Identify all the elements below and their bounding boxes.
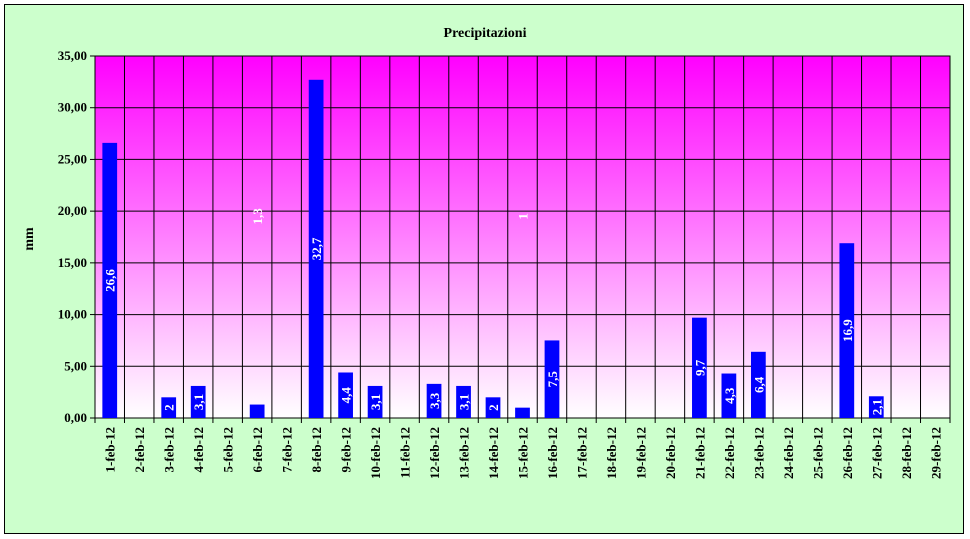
x-tick-label: 15-feb-12 — [516, 427, 531, 479]
x-tick-label: 3-feb-12 — [162, 427, 177, 473]
bar-16-feb-12 — [544, 340, 560, 418]
x-tick-label: 28-feb-12 — [899, 427, 914, 479]
bar-27-feb-12 — [868, 396, 884, 418]
data-label-21-feb-12: 9,7 — [692, 359, 707, 376]
x-tick-label: 9-feb-12 — [339, 427, 354, 473]
x-tick-label: 11-feb-12 — [398, 427, 413, 478]
plot-area — [95, 56, 950, 418]
data-label-22-feb-12: 4,3 — [722, 387, 737, 404]
data-label-23-feb-12: 6,4 — [751, 376, 766, 393]
bar-12-feb-12 — [426, 383, 442, 418]
bar-4-feb-12 — [190, 385, 206, 418]
bar-13-feb-12 — [456, 385, 471, 418]
x-tick-label: 10-feb-12 — [368, 427, 383, 479]
bar-8-feb-12 — [308, 79, 324, 418]
y-tick-label: 10,00 — [58, 307, 87, 322]
bar-21-feb-12 — [692, 317, 707, 418]
x-tick-label: 18-feb-12 — [604, 427, 619, 479]
y-axis-ticks: 0,00 5,00 10,00 15,00 20,00 25,00 30,00 35,00 — [58, 48, 95, 425]
bar-6-feb-12 — [249, 404, 265, 418]
y-tick-label: 20,00 — [58, 203, 87, 218]
bar-26-feb-12 — [839, 243, 855, 418]
x-tick-label: 1-feb-12 — [103, 427, 118, 473]
x-tick-label: 13-feb-12 — [457, 427, 472, 479]
precipitation-chart: Precipitazioni mm 26,6 2 3,1 1,3 32,7 4,4 3,1 3… — [22, 26, 951, 479]
data-label-4-feb-12: 3,1 — [191, 394, 206, 410]
x-tick-label: 23-feb-12 — [751, 427, 766, 479]
data-labels-layer: 26,6 2 3,1 1,3 32,7 4,4 3,1 3,3 3,1 2 1 7,5 9,7 4,3 6,… — [103, 208, 885, 416]
y-tick-label: 30,00 — [58, 100, 87, 115]
data-label-13-feb-12: 3,1 — [457, 394, 472, 410]
y-tick-label: 25,00 — [58, 151, 87, 166]
x-tick-label: 2-feb-12 — [132, 427, 147, 473]
x-tick-label: 6-feb-12 — [250, 427, 265, 473]
x-tick-label: 17-feb-12 — [574, 427, 589, 479]
x-tick-label: 25-feb-12 — [810, 427, 825, 479]
x-tick-label: 26-feb-12 — [840, 427, 855, 479]
y-tick-label: 35,00 — [58, 48, 87, 63]
bar-14-feb-12 — [485, 397, 501, 418]
bar-3-feb-12 — [161, 397, 177, 418]
x-tick-label: 16-feb-12 — [545, 427, 560, 479]
data-label-12-feb-12: 3,3 — [427, 392, 442, 409]
data-label-15-feb-12: 1 — [516, 213, 531, 220]
x-tick-label: 21-feb-12 — [692, 427, 707, 479]
data-label-26-feb-12: 16,9 — [840, 319, 855, 342]
x-tick-label: 4-feb-12 — [191, 427, 206, 473]
x-tick-label: 29-feb-12 — [928, 427, 943, 479]
bar-1-feb-12 — [102, 142, 118, 418]
bar-15-feb-12 — [515, 407, 530, 418]
data-label-14-feb-12: 2 — [486, 404, 501, 411]
bar-23-feb-12 — [750, 351, 766, 418]
y-axis-label: mm — [22, 227, 37, 251]
data-label-1-feb-12: 26,6 — [103, 269, 118, 292]
bars-layer — [102, 79, 884, 418]
data-label-16-feb-12: 7,5 — [545, 371, 560, 388]
x-tick-label: 12-feb-12 — [427, 427, 442, 479]
y-tick-label: 0,00 — [64, 410, 87, 425]
y-tick-label: 5,00 — [64, 358, 87, 373]
bar-22-feb-12 — [721, 373, 737, 418]
grid-layer — [94, 55, 951, 419]
x-tick-label: 27-feb-12 — [869, 427, 884, 479]
data-label-10-feb-12: 3,1 — [368, 394, 383, 410]
x-tick-label: 7-feb-12 — [280, 427, 295, 473]
x-tick-label: 19-feb-12 — [633, 427, 648, 479]
data-label-27-feb-12: 2,1 — [869, 399, 884, 415]
x-tick-label: 5-feb-12 — [221, 427, 236, 473]
data-label-3-feb-12: 2 — [162, 404, 177, 411]
x-tick-label: 14-feb-12 — [486, 427, 501, 479]
chart-frame: Precipitazioni mm 26,6 2 3,1 1,3 32,7 4,4 3,1 3… — [4, 4, 964, 534]
x-tick-label: 22-feb-12 — [722, 427, 737, 479]
data-label-6-feb-12: 1,3 — [250, 208, 265, 225]
x-tick-label: 8-feb-12 — [309, 427, 324, 473]
chart-title: Precipitazioni — [444, 26, 527, 41]
x-tick-label: 20-feb-12 — [663, 427, 678, 479]
x-axis-ticks: 1-feb-12 2-feb-12 3-feb-12 4-feb-12 5-feb-12… — [94, 418, 951, 479]
data-label-8-feb-12: 32,7 — [309, 237, 324, 260]
x-tick-label: 24-feb-12 — [781, 427, 796, 479]
bar-9-feb-12 — [338, 372, 353, 418]
y-tick-label: 15,00 — [58, 255, 87, 270]
bar-10-feb-12 — [367, 385, 383, 418]
data-label-9-feb-12: 4,4 — [339, 387, 354, 404]
